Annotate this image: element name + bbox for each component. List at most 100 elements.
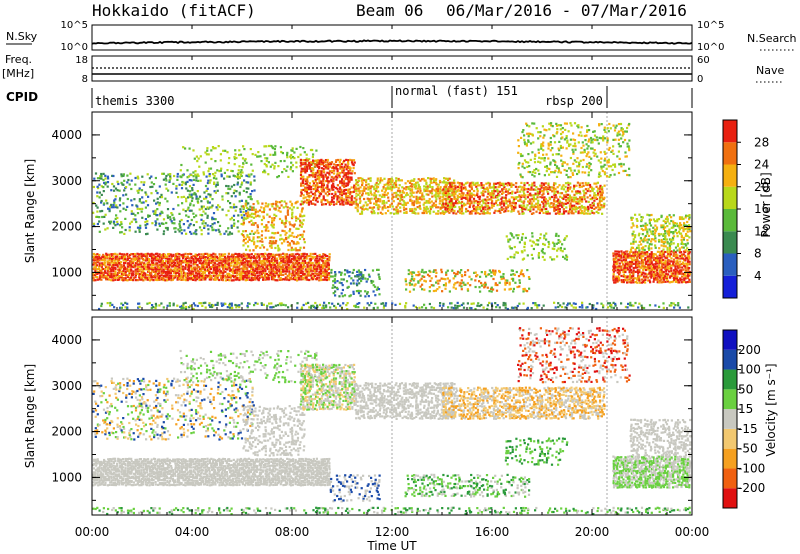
power-cell (498, 208, 501, 211)
power-cell (270, 203, 273, 206)
power-cell (104, 267, 107, 271)
power-cell (222, 259, 225, 262)
power-cell (142, 272, 146, 275)
power-cell (478, 202, 481, 205)
power-cell (156, 192, 159, 195)
power-cell (168, 253, 171, 256)
power-cell (230, 195, 233, 198)
power-cell (191, 189, 194, 192)
power-cell (322, 253, 325, 256)
power-cell (579, 212, 582, 215)
power-cell (245, 199, 248, 202)
power-cell (186, 189, 189, 192)
power-cell (94, 265, 97, 268)
power-cell (306, 167, 309, 170)
power-cell (312, 173, 315, 176)
power-cell (310, 272, 313, 275)
power-cell (536, 190, 539, 193)
power-cell (614, 165, 617, 168)
power-cell (178, 257, 181, 260)
power-cell (166, 257, 169, 260)
power-cell (200, 269, 203, 272)
power-cell (250, 255, 253, 259)
power-cell (159, 212, 162, 215)
power-cell (195, 229, 198, 232)
power-cell (290, 255, 293, 258)
power-cell (439, 207, 442, 211)
power-cell (439, 206, 442, 209)
power-cell (298, 270, 301, 273)
power-cell (311, 163, 314, 166)
power-cell (292, 242, 295, 245)
power-cell (320, 175, 323, 178)
power-cell (497, 185, 500, 189)
power-cell (104, 255, 107, 258)
power-cell (224, 274, 227, 277)
power-cell (218, 170, 221, 173)
power-cell (412, 183, 416, 186)
power-cell (258, 259, 261, 262)
power-cell (561, 201, 564, 204)
power-cell (248, 278, 251, 281)
power-cell (356, 181, 359, 184)
power-cell (142, 263, 145, 267)
power-cell (588, 164, 591, 168)
power-cell (626, 281, 629, 284)
power-cell (153, 199, 156, 202)
power-cell (126, 269, 129, 273)
power-cell (256, 226, 259, 229)
power-cell (244, 272, 247, 275)
power-cell (648, 267, 651, 270)
power-cell (617, 130, 620, 133)
power-cell (100, 175, 103, 178)
power-cell (621, 261, 624, 264)
power-cell (112, 257, 115, 260)
power-cell (214, 268, 217, 271)
power-cell (532, 188, 535, 191)
power-cell (204, 259, 207, 262)
power-cell (110, 276, 113, 279)
power-cell (297, 155, 300, 159)
power-cell (120, 175, 123, 178)
power-cell (120, 274, 123, 277)
power-cell (377, 208, 380, 211)
power-cell (157, 277, 161, 280)
power-cell (368, 206, 371, 209)
power-cell (162, 255, 165, 258)
power-cell (464, 188, 467, 191)
power-cell (233, 206, 236, 209)
power-cell (303, 151, 306, 154)
power-cell (381, 193, 384, 196)
power-cell (255, 215, 258, 218)
power-cell (342, 161, 345, 164)
power-cell (622, 132, 625, 135)
power-cell (638, 277, 641, 280)
power-cell (341, 192, 344, 195)
power-cell (192, 204, 195, 207)
power-cell (337, 164, 340, 167)
power-cell (300, 189, 303, 192)
power-cell (352, 159, 356, 162)
power-cell (598, 198, 601, 201)
power-cell (338, 186, 342, 189)
power-cell (226, 262, 229, 265)
power-cell (244, 202, 247, 205)
power-cell (624, 275, 627, 278)
power-cell (563, 194, 566, 197)
power-cell (260, 206, 263, 209)
power-cell (98, 276, 101, 279)
power-cell (184, 272, 187, 275)
power-cell (192, 266, 195, 269)
power-cell (325, 265, 328, 268)
power-cell (322, 178, 325, 181)
power-cell (345, 168, 348, 171)
power-cell (468, 192, 472, 195)
power-cell (214, 253, 217, 256)
power-cell (272, 272, 275, 275)
power-cell (240, 276, 243, 279)
power-cell (587, 151, 590, 154)
power-cell (541, 157, 544, 160)
power-cell (444, 190, 447, 193)
power-cell (246, 253, 249, 256)
power-cell (262, 278, 265, 281)
